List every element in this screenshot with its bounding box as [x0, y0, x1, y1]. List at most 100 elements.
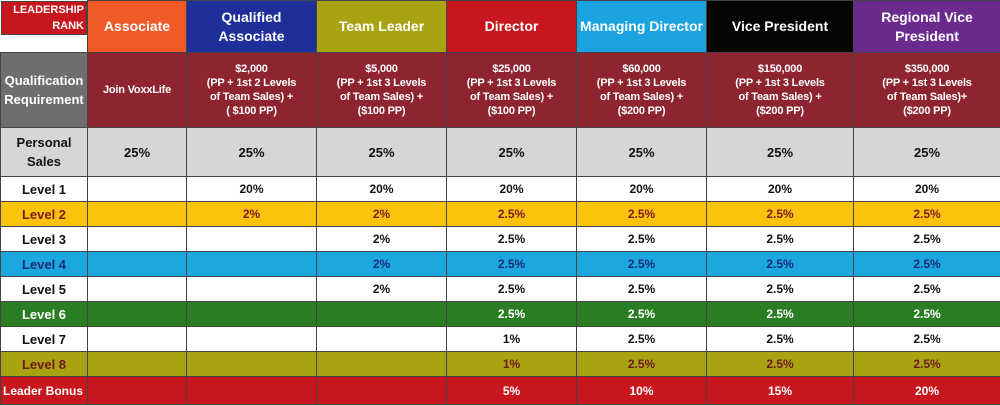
rank-header-cell: Managing Director [577, 1, 707, 53]
level-value-cell [88, 252, 187, 277]
level-value-cell: 2.5% [707, 227, 854, 252]
level-value-cell: 2.5% [577, 227, 707, 252]
level-value-cell: 20% [577, 177, 707, 202]
level-label-cell: Level 3 [1, 227, 88, 252]
level-value-cell: 2.5% [447, 202, 577, 227]
rank-header-cell: Director [447, 1, 577, 53]
rank-header-cell: Qualified Associate [187, 1, 317, 53]
rank-header-cell: Vice President [707, 1, 854, 53]
level-value-cell [187, 302, 317, 327]
personal-sales-cell: 25% [854, 128, 1000, 177]
leader-bonus-label-cell: Leader Bonus [1, 377, 88, 405]
level-value-cell [317, 302, 447, 327]
level-label-cell: Level 7 [1, 327, 88, 352]
level-value-cell [317, 352, 447, 377]
level-value-cell: 2.5% [854, 327, 1000, 352]
qualification-cell: $60,000 (PP + 1st 3 Levels of Team Sales… [577, 53, 707, 128]
level-label-cell: Level 2 [1, 202, 88, 227]
leader-bonus-cell: 15% [707, 377, 854, 405]
level-label-cell: Level 6 [1, 302, 88, 327]
level-value-cell: 20% [317, 177, 447, 202]
level-value-cell [88, 302, 187, 327]
level-value-cell [88, 352, 187, 377]
level-value-cell: 2.5% [577, 302, 707, 327]
rank-header-cell: Associate [88, 1, 187, 53]
level-value-cell [187, 227, 317, 252]
leader-bonus-cell: 10% [577, 377, 707, 405]
leader-bonus-cell [317, 377, 447, 405]
rank-header-cell: Team Leader [317, 1, 447, 53]
personal-sales-cell: 25% [88, 128, 187, 177]
personal-sales-cell: 25% [577, 128, 707, 177]
level-value-cell [88, 277, 187, 302]
personal-sales-cell: 25% [187, 128, 317, 177]
qualification-cell: $2,000 (PP + 1st 2 Levels of Team Sales)… [187, 53, 317, 128]
level-value-cell: 2.5% [577, 252, 707, 277]
level-value-cell: 2.5% [854, 302, 1000, 327]
level-value-cell: 1% [447, 352, 577, 377]
leader-bonus-cell [88, 377, 187, 405]
qualification-cell: $350,000 (PP + 1st 3 Levels of Team Sale… [854, 53, 1000, 128]
level-value-cell: 2% [317, 202, 447, 227]
level-value-cell [187, 327, 317, 352]
level-value-cell [88, 202, 187, 227]
level-label-cell: Level 1 [1, 177, 88, 202]
qualification-cell: $150,000 (PP + 1st 3 Levels of Team Sale… [707, 53, 854, 128]
qualification-label-cell: Qualification Requirement [1, 53, 88, 128]
personal-sales-label-cell: Personal Sales [1, 128, 88, 177]
level-label-cell: Level 5 [1, 277, 88, 302]
level-value-cell: 2.5% [707, 202, 854, 227]
level-value-cell: 2.5% [447, 277, 577, 302]
leader-bonus-row: Leader Bonus 5%10%15%20% [1, 377, 1000, 405]
rank-header-cell: Regional Vice President [854, 1, 1000, 53]
level-value-cell [187, 277, 317, 302]
qualification-cell: Join VoxxLife [88, 53, 187, 128]
level-value-cell: 20% [187, 177, 317, 202]
level-value-cell: 2.5% [447, 252, 577, 277]
leader-bonus-cell: 20% [854, 377, 1000, 405]
level-value-cell: 2% [317, 227, 447, 252]
level-value-cell [88, 227, 187, 252]
level-value-cell [88, 327, 187, 352]
level-value-cell: 2.5% [447, 227, 577, 252]
level-value-cell: 2.5% [577, 327, 707, 352]
level-value-cell: 20% [707, 177, 854, 202]
leader-bonus-cell [187, 377, 317, 405]
level-value-cell: 2.5% [707, 327, 854, 352]
level-value-cell: 2% [317, 252, 447, 277]
personal-sales-cell: 25% [707, 128, 854, 177]
personal-sales-cell: 25% [447, 128, 577, 177]
rank-label-cell: LEADERSHIP RANK [1, 1, 88, 35]
leader-bonus-cell: 5% [447, 377, 577, 405]
level-value-cell: 2.5% [854, 352, 1000, 377]
level-value-cell: 2.5% [577, 277, 707, 302]
level-label-cell: Level 4 [1, 252, 88, 277]
level-value-cell: 20% [854, 177, 1000, 202]
level-value-cell: 2.5% [707, 277, 854, 302]
level-value-cell [187, 252, 317, 277]
level-value-cell [187, 352, 317, 377]
level-label-cell: Level 8 [1, 352, 88, 377]
level-value-cell: 2.5% [707, 352, 854, 377]
personal-sales-cell: 25% [317, 128, 447, 177]
level-value-cell: 2.5% [447, 302, 577, 327]
level-value-cell: 2.5% [707, 252, 854, 277]
level-value-cell: 2.5% [707, 302, 854, 327]
level-value-cell: 2% [187, 202, 317, 227]
level-value-cell [88, 177, 187, 202]
level-value-cell: 2% [317, 277, 447, 302]
level-value-cell: 2.5% [577, 202, 707, 227]
level-value-cell: 2.5% [577, 352, 707, 377]
